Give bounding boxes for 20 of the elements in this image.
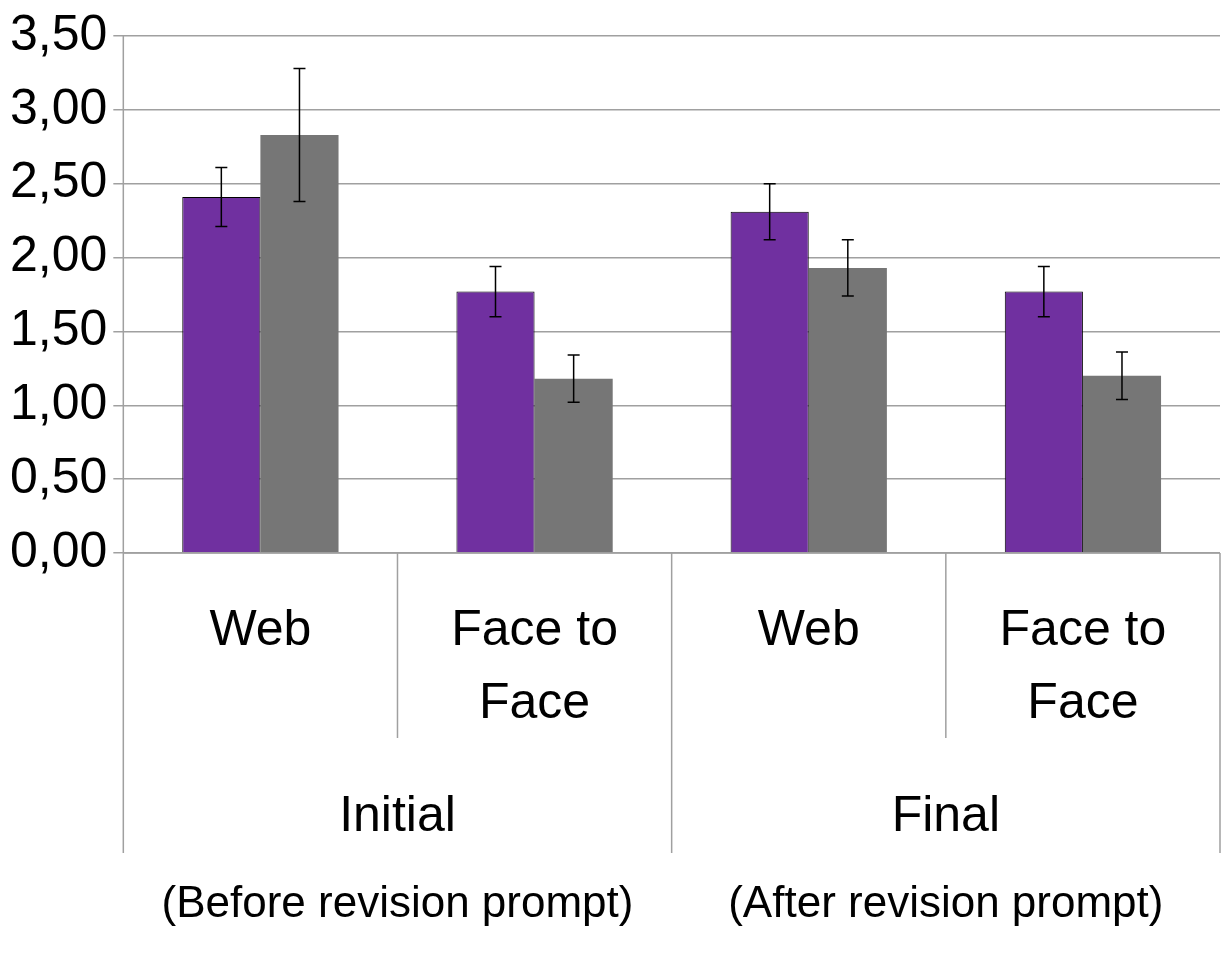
bar (260, 134, 339, 553)
bar (534, 378, 613, 553)
x-tick-label: Face to Face (999, 600, 1167, 729)
y-tick-label: 2,50 (9, 152, 108, 209)
y-tick-label: 2,00 (9, 226, 108, 283)
y-tick-label: 1,50 (9, 300, 108, 357)
y-tick-label: 0,00 (9, 521, 108, 578)
bar (808, 267, 887, 553)
y-tick-label: 3,00 (9, 78, 108, 135)
x-tick-label: Face to Face (451, 600, 618, 729)
text: Initial (339, 785, 456, 842)
y-tick-label: 0,50 (9, 447, 108, 504)
text: (Before revision prompt) (161, 877, 634, 927)
text: Final (891, 785, 1001, 842)
text: (After revision prompt) (728, 877, 1164, 927)
bar (1082, 375, 1162, 553)
y-tick-label: 3,50 (9, 4, 108, 61)
y-tick-label: 1,00 (9, 374, 108, 431)
x-tick-label: Web (209, 600, 312, 657)
x-tick-label: Web (757, 600, 860, 657)
